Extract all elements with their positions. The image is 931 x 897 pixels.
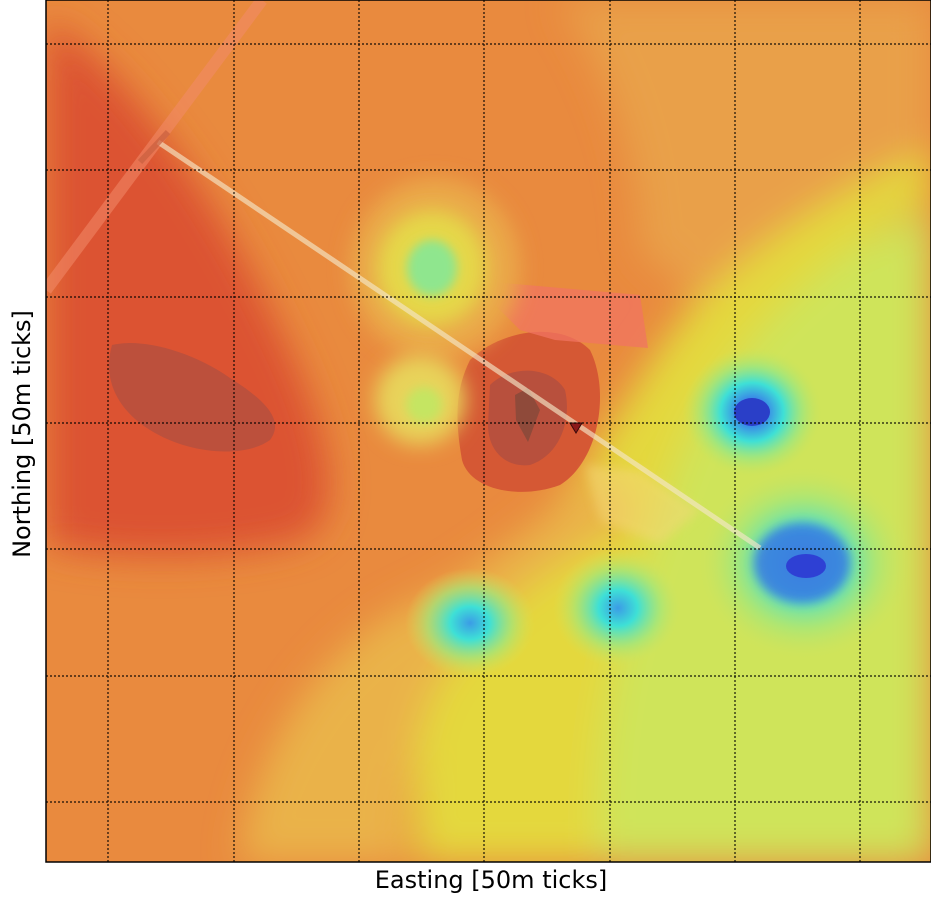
survey-patch [585,465,700,545]
plot-frame [45,0,931,863]
deep-minima [405,347,914,678]
track-stub [137,129,171,165]
grid [46,0,931,862]
x-axis-label: Easting [50m ticks] [375,866,607,894]
field-upper-right [560,0,931,300]
track-line-b [156,139,762,551]
field-mid-region [414,130,931,862]
plot-area [46,0,931,862]
y-axis-label: Northing [50m ticks] [8,310,36,558]
central-maximum [457,331,600,492]
